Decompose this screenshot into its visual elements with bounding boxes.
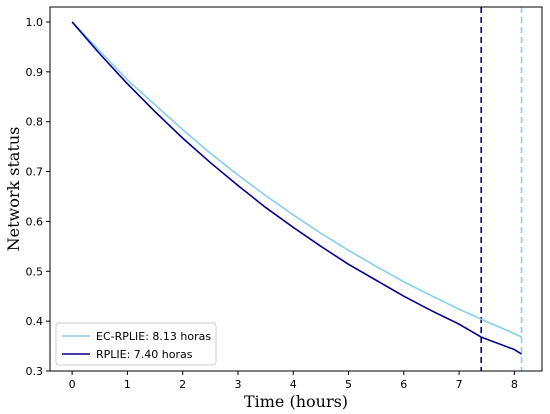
x-tick-label: 1: [124, 378, 131, 391]
y-tick-label: 0.6: [26, 215, 44, 228]
plot-background: [50, 7, 542, 371]
y-tick-label: 0.9: [26, 66, 44, 79]
x-axis: 0 1 2 3 4 5 6 7 8: [69, 371, 518, 391]
y-axis: 0.3 0.4 0.5 0.6 0.7 0.8 0.9 1.0: [26, 16, 50, 378]
legend-label-ec-rplie: EC-RPLIE: 8.13 horas: [96, 330, 211, 343]
y-tick-label: 0.5: [26, 265, 44, 278]
plot-frame: [49, 6, 543, 372]
x-tick-label: 5: [345, 378, 352, 391]
x-tick-label: 2: [179, 378, 186, 391]
y-tick-label: 1.0: [26, 16, 44, 29]
series-line-0: [71, 21, 522, 338]
y-tick-label: 0.3: [26, 365, 44, 378]
y-tick-label: 0.8: [26, 116, 44, 129]
x-tick-label: 0: [69, 378, 76, 391]
x-tick-label: 4: [290, 378, 297, 391]
legend-box: [55, 322, 217, 366]
x-tick-label: 7: [456, 378, 463, 391]
legend: EC-RPLIE: 8.13 horas RPLIE: 7.40 horas: [55, 322, 217, 366]
x-tick-label: 8: [511, 378, 518, 391]
series-lines: [71, 21, 522, 355]
y-tick-label: 0.4: [26, 315, 44, 328]
x-axis-label: Time (hours): [244, 392, 348, 411]
legend-label-rplie: RPLIE: 7.40 horas: [96, 348, 193, 361]
x-tick-label: 3: [234, 378, 241, 391]
y-axis-label: Network status: [4, 127, 23, 252]
y-tick-label: 0.7: [26, 166, 44, 179]
x-tick-label: 6: [400, 378, 407, 391]
vertical-markers: [480, 7, 523, 371]
series-line-1: [71, 21, 522, 355]
